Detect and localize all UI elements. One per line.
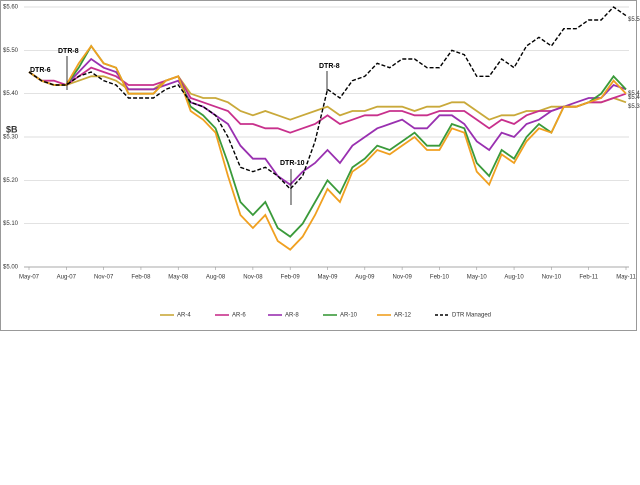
x-tick-label: Aug-07 xyxy=(57,275,77,281)
legend-label: DTR Managed xyxy=(452,313,491,319)
x-tick-label: Aug-10 xyxy=(504,275,524,281)
y-tick-label: $5.30 xyxy=(3,135,19,141)
x-tick-label: Feb-10 xyxy=(430,275,450,281)
end-label: $5.40 xyxy=(628,95,640,101)
chart-frame xyxy=(0,0,637,331)
x-tick-label: Feb-08 xyxy=(131,275,151,281)
x-tick-label: May-11 xyxy=(616,275,636,281)
series-line xyxy=(28,57,627,186)
x-tick-label: Feb-11 xyxy=(579,275,598,281)
y-tick-label: $5.40 xyxy=(3,91,19,97)
x-tick-label: May-09 xyxy=(317,275,338,281)
end-label: $5.58 xyxy=(628,17,640,23)
legend-label: AR-4 xyxy=(177,313,191,319)
y-tick-label: $5.00 xyxy=(3,265,19,271)
end-label: $5.38 xyxy=(628,104,640,110)
x-tick-label: May-08 xyxy=(168,275,189,281)
series-line xyxy=(28,44,627,251)
series-line xyxy=(28,66,627,134)
legend-label: AR-12 xyxy=(394,313,412,319)
y-tick-label: $5.50 xyxy=(3,48,19,54)
annotation: DTR-6 xyxy=(30,67,51,74)
y-tick-label: $5.20 xyxy=(3,178,19,184)
x-tick-label: Aug-08 xyxy=(206,275,226,281)
series-line xyxy=(28,6,627,191)
x-tick-label: Feb-09 xyxy=(281,275,301,281)
x-tick-label: Nov-07 xyxy=(94,275,114,281)
annotation: DTR-8 xyxy=(319,63,340,70)
x-tick-label: Nov-10 xyxy=(542,275,562,281)
y-tick-label: $5.60 xyxy=(3,5,19,11)
x-tick-label: May-07 xyxy=(19,275,40,281)
end-label: $5.41 xyxy=(628,91,640,97)
annotation: DTR-10 xyxy=(280,160,305,167)
x-tick-label: May-10 xyxy=(467,275,488,281)
legend-label: AR-8 xyxy=(285,313,299,319)
legend-label: AR-6 xyxy=(232,313,246,319)
y-tick-label: $5.10 xyxy=(3,221,19,227)
annotation: DTR-8 xyxy=(58,48,79,55)
y-axis-label: $B xyxy=(6,124,18,134)
x-tick-label: Nov-08 xyxy=(243,275,263,281)
legend-label: AR-10 xyxy=(340,313,358,319)
x-tick-label: Nov-09 xyxy=(392,275,412,281)
x-tick-label: Aug-09 xyxy=(355,275,375,281)
